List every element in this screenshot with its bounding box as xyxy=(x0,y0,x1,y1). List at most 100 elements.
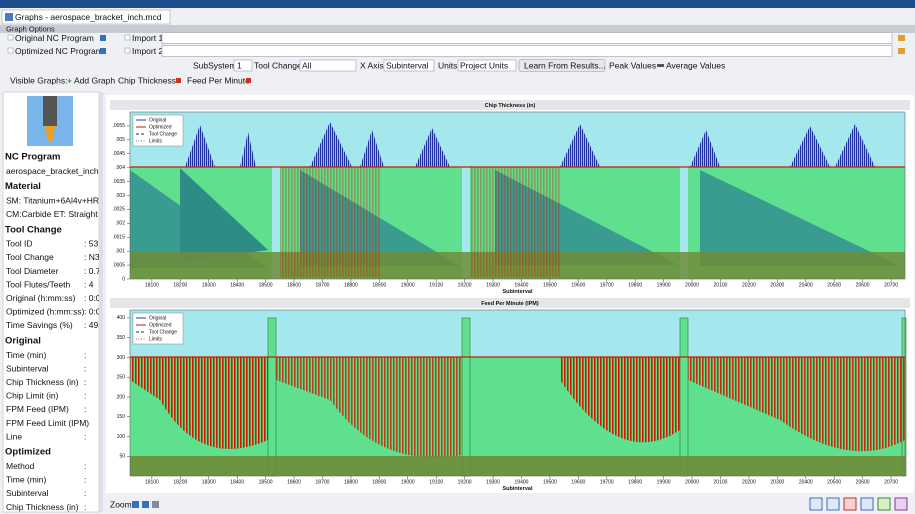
row-value: : xyxy=(84,431,86,441)
tool-button[interactable] xyxy=(878,498,890,510)
checkbox[interactable] xyxy=(125,35,130,40)
remove-icon[interactable] xyxy=(246,78,251,83)
x-tick-label: 19500 xyxy=(543,282,557,288)
row-value: : 0:0 xyxy=(84,307,101,317)
tool-button[interactable] xyxy=(861,498,873,510)
x-tick-label: 18500 xyxy=(259,479,273,485)
row-value: : xyxy=(84,461,86,471)
x-tick-label: 20700 xyxy=(884,282,898,288)
graph-chip: Feed Per Minute xyxy=(187,75,250,85)
row-label: FPM Feed Limit (IPM) xyxy=(6,418,89,428)
label: Tool Change xyxy=(254,60,302,70)
y-tick-label: .0015 xyxy=(112,235,125,241)
section-title: Optimized xyxy=(5,447,51,458)
tool-button[interactable] xyxy=(895,498,907,510)
row-value: : 4 xyxy=(84,279,94,289)
x-tick-label: 18300 xyxy=(202,479,216,485)
x-tick-label: 20500 xyxy=(827,479,841,485)
row-label: Tool Change xyxy=(6,252,54,262)
remove-icon[interactable] xyxy=(176,78,181,83)
label: Peak Values xyxy=(609,60,656,70)
dropdown-value: All xyxy=(302,60,312,70)
y-tick-label: 350 xyxy=(117,335,126,341)
row-label: Tool ID xyxy=(6,239,32,249)
tab-title: Graphs - aerospace_bracket_inch.mcd xyxy=(15,12,162,22)
checkbox[interactable] xyxy=(8,35,13,40)
legend-label: Optimized xyxy=(149,322,172,328)
section-title: Tool Change xyxy=(5,224,62,235)
x-tick-label: 18700 xyxy=(316,479,330,485)
x-tick-label: 19100 xyxy=(429,282,443,288)
x-tick-label: 20400 xyxy=(799,282,813,288)
checkbox[interactable] xyxy=(8,48,13,53)
row-label: Time (min) xyxy=(6,475,46,485)
button-text: Learn From Results... xyxy=(524,60,606,70)
section-title: NC Program xyxy=(5,152,60,163)
scrollbar[interactable] xyxy=(99,92,103,512)
add-icon[interactable]: + xyxy=(67,75,72,85)
y-tick-label: .0055 xyxy=(112,123,125,129)
x-tick-label: 18900 xyxy=(372,479,386,485)
x-tick-label: 20100 xyxy=(714,282,728,288)
tool-button[interactable] xyxy=(827,498,839,510)
save-icon[interactable] xyxy=(100,48,106,54)
label: Average Values xyxy=(666,60,725,70)
y-tick-label: 0 xyxy=(122,276,125,282)
x-tick-label: 18200 xyxy=(173,282,187,288)
row-value: : xyxy=(84,377,86,387)
label: SubSystem xyxy=(193,60,236,70)
row-label: Original (h:mm:ss) xyxy=(6,293,76,303)
row-label: Time Savings (%) xyxy=(6,320,73,330)
toggle[interactable] xyxy=(657,64,664,67)
y-tick-label: 250 xyxy=(117,375,126,381)
legend-label: Optimized xyxy=(149,124,172,130)
y-tick-label: .004 xyxy=(115,165,125,171)
dropdown-value: 1 xyxy=(237,60,242,70)
legend-label: Tool Change xyxy=(149,329,177,335)
x-tick-label: 20300 xyxy=(770,479,784,485)
save-icon[interactable] xyxy=(100,35,106,41)
x-tick-label: 19700 xyxy=(600,479,614,485)
tab-icon xyxy=(5,13,13,21)
section-title: Original xyxy=(5,336,41,347)
folder-icon[interactable] xyxy=(898,48,905,54)
tool-button[interactable] xyxy=(810,498,822,510)
tool-button[interactable] xyxy=(844,498,856,510)
y-tick-label: .0005 xyxy=(112,262,125,268)
row-value: : xyxy=(84,418,86,428)
zoom-out[interactable] xyxy=(142,501,149,508)
waveform xyxy=(130,112,905,279)
dropdown-value: Project Units xyxy=(460,60,508,70)
y-tick-label: 50 xyxy=(119,454,125,460)
row-value: : 0.7 xyxy=(84,266,101,276)
row-label: SM: Titanium+6Al4v+HRC xyxy=(6,195,105,205)
add-graph[interactable]: Add Graph xyxy=(74,75,115,85)
x-tick-label: 18300 xyxy=(202,282,216,288)
path-input[interactable] xyxy=(162,33,892,44)
x-tick-label: 18100 xyxy=(145,479,159,485)
x-axis-label: Subinterval xyxy=(503,289,533,295)
row-label: Tool Diameter xyxy=(6,266,59,276)
x-tick-label: 20000 xyxy=(685,479,699,485)
zoom-fit[interactable] xyxy=(152,501,159,508)
x-tick-label: 18700 xyxy=(316,282,330,288)
legend-label: Limits xyxy=(149,336,163,342)
y-tick-label: 100 xyxy=(117,434,126,440)
row-label: Chip Thickness (in) xyxy=(6,377,79,387)
row-value: : xyxy=(84,475,86,485)
label: Import 2 xyxy=(132,46,163,56)
folder-icon[interactable] xyxy=(898,35,905,41)
x-tick-label: 20600 xyxy=(856,282,870,288)
path-input[interactable] xyxy=(162,46,892,57)
checkbox[interactable] xyxy=(125,48,130,53)
x-tick-label: 19700 xyxy=(600,282,614,288)
y-tick-label: .0045 xyxy=(112,151,125,157)
x-tick-label: 18800 xyxy=(344,282,358,288)
x-tick-label: 19500 xyxy=(543,479,557,485)
x-tick-label: 18400 xyxy=(230,282,244,288)
waveform xyxy=(130,310,906,476)
x-tick-label: 19900 xyxy=(657,479,671,485)
zoom-in[interactable] xyxy=(132,501,139,508)
y-tick-label: .0025 xyxy=(112,207,125,213)
row-value: : 49. xyxy=(84,320,101,330)
